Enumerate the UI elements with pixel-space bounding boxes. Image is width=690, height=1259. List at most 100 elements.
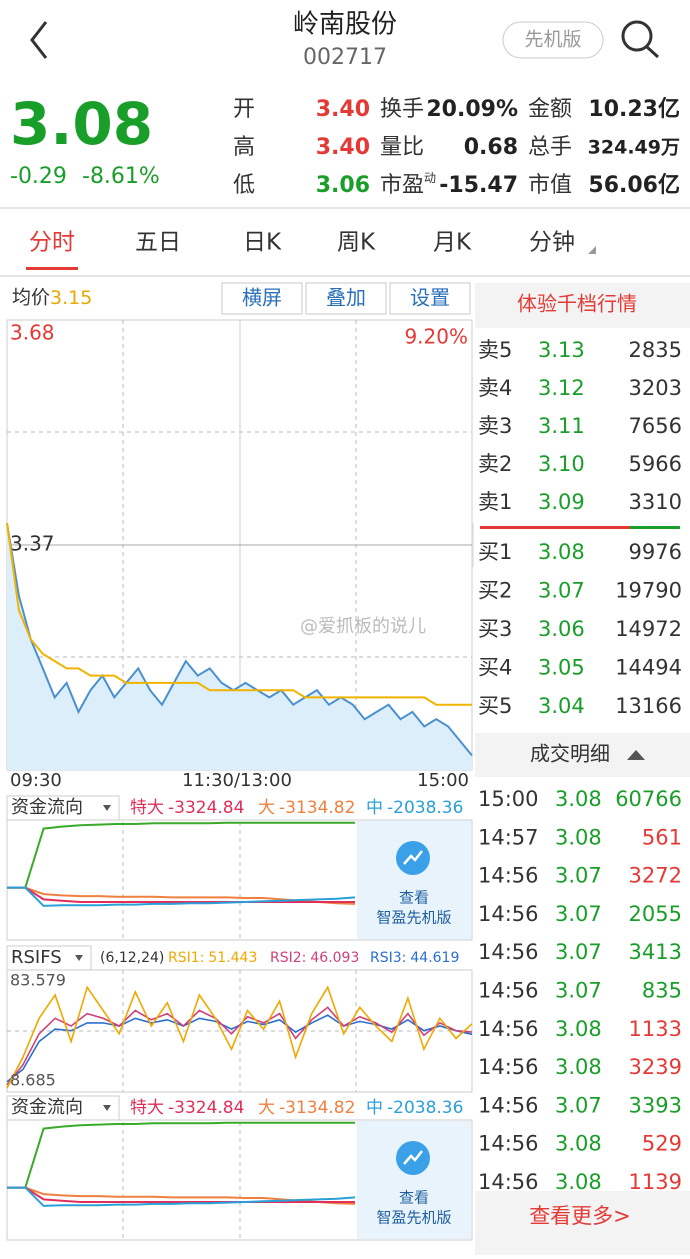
- trade-time: 14:56: [478, 1093, 539, 1117]
- ratio-bar-sell: [480, 526, 630, 529]
- stat-label: 市值: [528, 173, 572, 198]
- dropdown: [103, 1105, 111, 1111]
- tab[interactable]: 日K: [243, 230, 282, 256]
- tab[interactable]: 分钟: [529, 230, 575, 256]
- back-button[interactable]: [30, 21, 48, 59]
- trade-price: 3.07: [555, 864, 602, 888]
- legend: 特大 -3324.84: [130, 1098, 244, 1118]
- promo-box[interactable]: [357, 1121, 471, 1239]
- x-label: 09:30: [10, 770, 62, 791]
- badge-border[interactable]: [502, 21, 604, 59]
- book-price: 3.09: [538, 490, 585, 514]
- book-price: 3.13: [538, 338, 585, 362]
- promo-text: 查看: [399, 1189, 429, 1207]
- book-price: 3.05: [538, 656, 585, 680]
- stat-label: 高: [233, 135, 255, 160]
- button-label: 横屏: [242, 286, 282, 310]
- legend: 中 -2038.36: [366, 798, 463, 818]
- search-icon[interactable]: [621, 20, 660, 59]
- series-line: [7, 1186, 355, 1203]
- dropdown: [103, 805, 111, 811]
- trade-price: 3.07: [555, 979, 602, 1003]
- tab[interactable]: 分时: [29, 230, 75, 256]
- stat-label: 开: [233, 97, 255, 122]
- y-tick-label: 8.685: [10, 1071, 56, 1090]
- button-label: 设置: [410, 286, 450, 310]
- book-price: 3.06: [538, 617, 585, 641]
- stat-label: 市盈动: [380, 171, 436, 199]
- book-volume: 14494: [615, 656, 682, 680]
- book-volume: 7656: [629, 414, 682, 438]
- book-volume: 5966: [629, 452, 682, 476]
- trade-price: 3.07: [555, 1093, 602, 1117]
- series-line: [7, 1186, 356, 1207]
- panel-title: 资金流向: [11, 1097, 83, 1118]
- legend-value: -2038.36: [387, 1098, 463, 1118]
- series-line: [6, 985, 473, 1089]
- promo-icon-glyph: [403, 850, 423, 865]
- button[interactable]: [221, 282, 303, 315]
- stat-value: 3.40: [316, 135, 370, 160]
- trade-volume: 60766: [615, 787, 682, 811]
- book-volume: 14972: [615, 617, 682, 641]
- trade-time: 14:56: [478, 940, 539, 964]
- tab[interactable]: 月K: [433, 230, 472, 256]
- tab[interactable]: 五日: [135, 230, 181, 256]
- pct-label: 9.20%: [404, 325, 468, 349]
- stat-label: 量比: [380, 135, 424, 160]
- book-label: 买5: [478, 694, 512, 718]
- trade-volume: 3393: [629, 1093, 682, 1117]
- panel-title: RSIFS: [11, 947, 62, 968]
- book-volume: 3310: [629, 490, 682, 514]
- tab-dropdown: [588, 246, 596, 254]
- trade-volume: 3413: [629, 940, 682, 964]
- badge: 先机版: [524, 29, 581, 51]
- last-price: 3.08: [10, 90, 153, 158]
- trade-time: 14:57: [478, 825, 539, 849]
- legend-value: 46.093: [310, 950, 359, 966]
- stat-value: 3.40: [316, 97, 370, 122]
- stat-value: 56.06亿: [588, 173, 680, 198]
- book-price: 3.08: [538, 540, 585, 564]
- series-line: [6, 523, 473, 757]
- legend-value: -3134.82: [279, 1098, 355, 1118]
- series-line: [7, 1121, 355, 1189]
- button[interactable]: [389, 282, 471, 315]
- legend: RSI1: 51.443: [168, 950, 257, 966]
- book-title[interactable]: 体验千档行情: [517, 292, 637, 316]
- book-label: 买3: [478, 617, 512, 641]
- legend-value: 44.619: [410, 950, 459, 966]
- stat-value: -15.47: [439, 173, 518, 198]
- trade-time: 14:56: [478, 1017, 539, 1041]
- trade-time: 14:56: [478, 1055, 539, 1079]
- stat-value: 20.09%: [426, 97, 518, 122]
- more-bg: [475, 1191, 690, 1255]
- trade-time: 14:56: [478, 1132, 539, 1156]
- trade-price: 3.08: [555, 1132, 602, 1156]
- x-label: 11:30/13:00: [182, 770, 292, 791]
- book-label: 卖3: [478, 414, 512, 438]
- tab[interactable]: 周K: [337, 230, 376, 256]
- x-label: 15:00: [417, 770, 469, 791]
- book-price: 3.12: [538, 376, 585, 400]
- promo-text: 智盈先机版: [376, 909, 451, 927]
- stat-label: 金额: [528, 97, 572, 122]
- button[interactable]: [305, 282, 387, 315]
- stat-value: 3.06: [316, 173, 370, 198]
- book-volume: 13166: [615, 694, 682, 718]
- legend-value: -3324.84: [168, 798, 244, 818]
- legend: 中 -2038.36: [366, 1098, 463, 1118]
- trade-price: 3.08: [555, 1170, 602, 1194]
- legend: 特大 -3324.84: [130, 798, 244, 818]
- stat-label-sup: 动: [424, 171, 436, 185]
- series-line: [6, 1006, 473, 1086]
- book-price: 3.04: [538, 694, 585, 718]
- trade-time: 15:00: [478, 787, 539, 811]
- trade-volume: 1139: [629, 1170, 682, 1194]
- more-link[interactable]: 查看更多>: [529, 1204, 631, 1228]
- promo-box[interactable]: [357, 821, 471, 939]
- trade-volume: 1133: [629, 1017, 682, 1041]
- y-tick-label: 83.579: [10, 971, 66, 990]
